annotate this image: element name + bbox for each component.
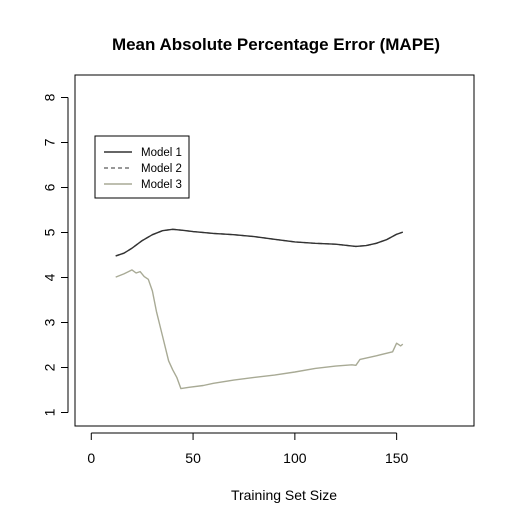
y-axis: 1 2 3 4 5 6 7 8 [42,93,69,416]
x-axis-label: Training Set Size [231,487,337,503]
series-layer [115,228,404,390]
legend-label: Model 2 [141,163,182,175]
y-tick-label: 7 [42,138,58,146]
y-tick-label: 6 [42,183,58,191]
y-tick-label: 8 [42,93,58,101]
x-tick-label: 100 [283,450,307,466]
x-tick-label: 150 [385,450,409,466]
legend-label: Model 1 [141,147,182,159]
x-axis: 0 50 100 150 [87,432,409,466]
legend-box [94,135,190,199]
y-tick-label: 5 [42,228,58,236]
series-line-model-3 [115,269,404,390]
series-line-model-2 [115,228,404,257]
y-tick-label: 1 [42,408,58,416]
x-tick-label: 50 [185,450,201,466]
x-tick-label: 0 [87,450,95,466]
series-line-model-1 [115,228,404,257]
y-tick-label: 4 [42,273,58,281]
y-tick-label: 3 [42,318,58,326]
plot-area [74,74,475,427]
y-tick-label: 2 [42,363,58,371]
legend: Model 1 Model 2 Model 3 [94,135,190,199]
chart-title: Mean Absolute Percentage Error (MAPE) [112,35,440,54]
legend-label: Model 3 [141,179,182,191]
